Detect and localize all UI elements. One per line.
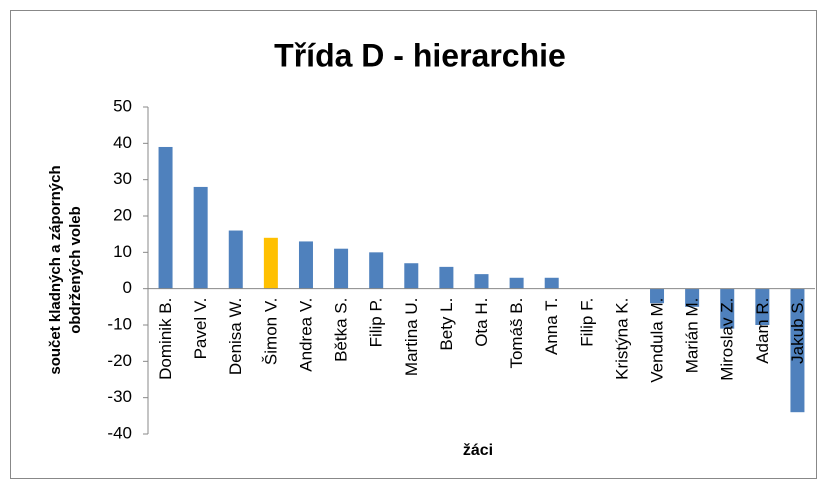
bar (158, 146, 173, 289)
y-axis-title: součet kladných a záporných obdržených v… (47, 165, 84, 374)
x-tick-label: Miroslav Z. (718, 298, 737, 381)
bar (720, 288, 735, 329)
chart-frame (10, 10, 817, 479)
chart-title: Třída D - hierarchie (274, 37, 566, 73)
x-tick-label: Adam R. (753, 298, 772, 364)
y-tick-label: 50 (113, 96, 132, 115)
x-tick-label: Bety L. (437, 298, 456, 351)
bar (755, 288, 770, 325)
bar (228, 230, 243, 289)
x-tick-label: Vendula M. (648, 298, 667, 383)
x-tick-label: Ota H. (472, 298, 491, 347)
y-tick-label: 0 (123, 278, 132, 297)
x-tick-label: Šimon V. (261, 298, 280, 365)
x-tick-label: Anna T. (542, 298, 561, 355)
y-axis-title-line: součet kladných a záporných (47, 165, 64, 374)
x-tick-label: Kristýna K. (612, 298, 631, 380)
y-tick-label: -30 (107, 387, 132, 406)
y-tick-label: -20 (107, 351, 132, 370)
x-tick-label: Andrea V. (296, 298, 315, 372)
bar (544, 277, 559, 289)
bar (298, 241, 313, 289)
x-tick-label: Martina U. (402, 298, 421, 376)
bar (509, 277, 524, 289)
bar (439, 266, 454, 289)
bar (263, 237, 278, 289)
bar (685, 288, 700, 307)
bar (790, 288, 805, 413)
bar (474, 274, 489, 289)
x-tick-label: Filip F. (577, 298, 596, 347)
y-tick-label: 40 (113, 133, 132, 152)
y-tick-label: 20 (113, 205, 132, 224)
bar (369, 252, 384, 289)
x-axis-title: žáci (463, 442, 493, 459)
bar (650, 288, 665, 304)
y-tick-label: 30 (113, 169, 132, 188)
x-tick-label: Denisa W. (226, 298, 245, 375)
y-tick-label: -40 (107, 423, 132, 442)
x-tick-label: Marián M. (683, 298, 702, 374)
x-tick-label: Filip P. (367, 298, 386, 348)
bar (193, 186, 208, 289)
bar (334, 248, 349, 289)
x-tick-label: Bětka S. (332, 298, 351, 362)
bar (404, 263, 419, 289)
y-tick-label: 10 (113, 242, 132, 261)
y-axis-title-line: obdržených voleb (67, 206, 84, 334)
x-tick-label: Dominik B. (156, 298, 175, 380)
x-tick-label: Jakub S. (788, 298, 807, 364)
x-tick-label: Pavel V. (191, 298, 210, 360)
x-tick-label: Tomáš B. (507, 298, 526, 369)
y-tick-label: -10 (107, 314, 132, 333)
